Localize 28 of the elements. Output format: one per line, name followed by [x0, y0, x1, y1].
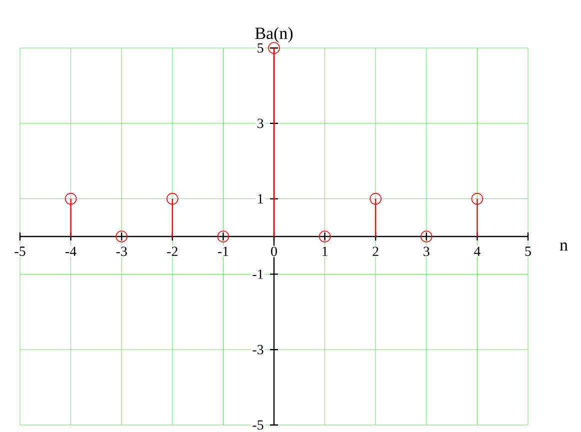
point [116, 230, 128, 242]
point [318, 230, 331, 242]
x-tick-label: 1 [322, 246, 328, 256]
x-tick-label: 4 [474, 246, 480, 256]
point [471, 192, 484, 205]
x-tick-label: 0 [271, 246, 277, 256]
point [166, 192, 178, 205]
y-tick-label: -3 [252, 344, 264, 354]
y-tick-label: -1 [252, 270, 263, 279]
point [64, 192, 77, 205]
point [268, 42, 280, 54]
x-tick-label: 5 [525, 246, 531, 256]
point [420, 230, 432, 242]
x-tick-label: -5 [14, 246, 26, 256]
x-tick-label: -2 [167, 246, 178, 256]
x-tick-label: 2 [372, 246, 378, 256]
y-tick-label: 5 [258, 43, 264, 53]
y-tick-label: -5 [252, 420, 264, 430]
y-axis-title: Ba(n) [255, 27, 293, 42]
x-tick-label: -1 [218, 246, 228, 256]
y-tick-label: 1 [258, 194, 263, 204]
x-tick-label: -3 [116, 246, 127, 256]
x-axis-title: n [560, 242, 568, 250]
point [217, 230, 230, 242]
point [370, 192, 382, 205]
x-tick-label: 3 [424, 246, 430, 256]
x-tick-label: -4 [66, 246, 76, 256]
y-tick-label: 3 [258, 118, 264, 128]
